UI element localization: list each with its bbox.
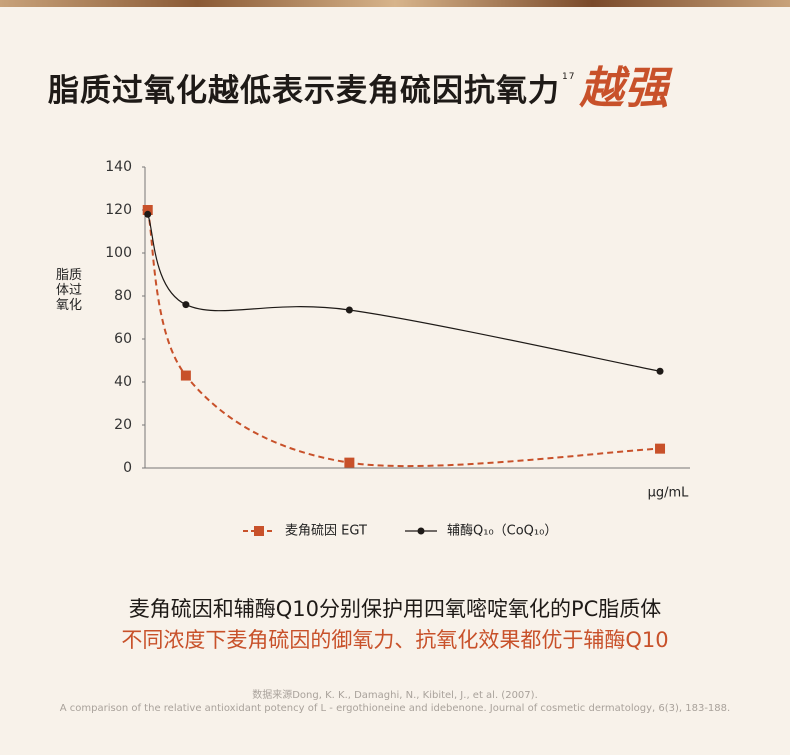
legend-marker xyxy=(417,527,425,535)
series-line xyxy=(147,214,661,372)
superscript: 17 xyxy=(562,72,576,82)
point-marker xyxy=(180,370,191,381)
y-tick-label: 100 xyxy=(105,245,132,261)
y-tick-label: 40 xyxy=(114,374,132,390)
legend-label: 辅酶Q₁₀（CoQ₁₀） xyxy=(447,523,557,539)
point-marker xyxy=(344,457,355,468)
caption-line: 麦角硫因和辅酶Q10分别保护用四氧嘧啶氧化的PC脂质体 xyxy=(129,597,662,621)
point-marker xyxy=(656,367,664,375)
point-marker xyxy=(345,306,353,314)
point-marker xyxy=(655,443,666,454)
point-marker xyxy=(142,205,153,215)
top-band xyxy=(0,0,790,7)
series-line xyxy=(146,209,661,468)
y-tick-label: 0 xyxy=(123,460,132,476)
title: 脂质过氧化越低表示麦角硫因抗氧力 17越强 xyxy=(48,52,669,116)
caption-line: 不同浓度下麦角硫因的御氧力、抗氧化效果都优于辅酶Q10 xyxy=(121,628,668,652)
y-tick-label: 20 xyxy=(114,417,132,433)
point-marker xyxy=(144,210,152,218)
title-text: 脂质过氧化越低表示麦角硫因抗氧力 xyxy=(48,73,560,109)
y-tick-label: 80 xyxy=(114,288,132,304)
y-tick-label: 140 xyxy=(105,159,132,175)
y-tick-label: 60 xyxy=(114,331,132,347)
source-line: A comparison of the relative antioxidant… xyxy=(60,703,730,714)
source-line: 数据来源Dong, K. K., Damaghi, N., Kibitel, J… xyxy=(252,688,538,701)
x-axis-label: μg/mL xyxy=(648,486,690,501)
y-axis-label: 脂质体过氧化 xyxy=(56,268,83,313)
title-emphasis: 越强 xyxy=(579,63,670,114)
y-tick-label: 120 xyxy=(105,202,132,218)
point-marker xyxy=(182,301,190,309)
legend-marker xyxy=(254,526,264,536)
legend-label: 麦角硫因 EGT xyxy=(285,524,367,539)
